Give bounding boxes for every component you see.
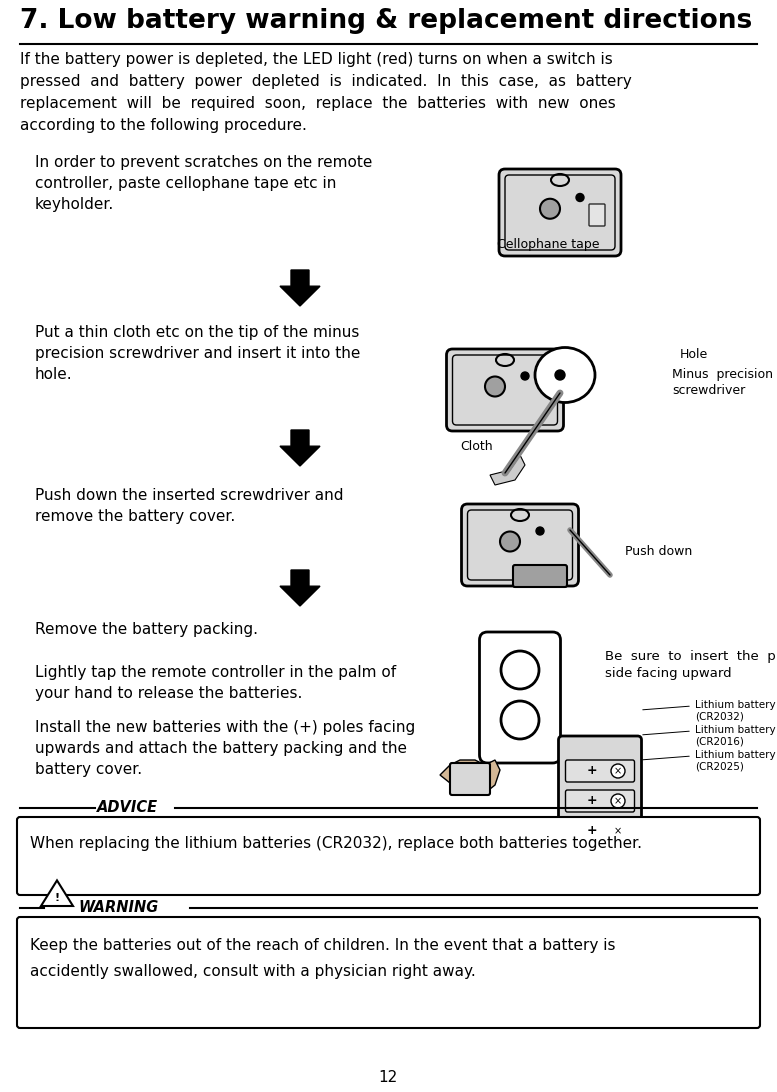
Text: according to the following procedure.: according to the following procedure. <box>20 118 307 133</box>
Polygon shape <box>41 880 73 906</box>
Text: ×: × <box>614 796 622 806</box>
Text: +: + <box>587 795 598 807</box>
FancyBboxPatch shape <box>17 917 760 1028</box>
Ellipse shape <box>501 701 539 739</box>
Ellipse shape <box>576 193 584 202</box>
Polygon shape <box>280 430 320 466</box>
Ellipse shape <box>611 824 625 838</box>
Text: Cellophane tape: Cellophane tape <box>497 238 599 251</box>
Ellipse shape <box>485 377 505 396</box>
FancyBboxPatch shape <box>513 565 567 587</box>
FancyBboxPatch shape <box>499 169 621 256</box>
Ellipse shape <box>535 347 595 403</box>
Text: 7. Low battery warning & replacement directions: 7. Low battery warning & replacement dir… <box>20 8 752 34</box>
Text: pressed  and  battery  power  depleted  is  indicated.  In  this  case,  as  bat: pressed and battery power depleted is in… <box>20 74 632 90</box>
Polygon shape <box>280 570 320 606</box>
Text: ADVICE: ADVICE <box>97 800 159 816</box>
Text: If the battery power is depleted, the LED light (red) turns on when a switch is: If the battery power is depleted, the LE… <box>20 52 613 67</box>
FancyBboxPatch shape <box>566 820 635 842</box>
FancyBboxPatch shape <box>566 760 635 782</box>
FancyBboxPatch shape <box>559 736 642 854</box>
Text: When replacing the lithium batteries (CR2032), replace both batteries together.: When replacing the lithium batteries (CR… <box>30 836 642 851</box>
Text: Push down: Push down <box>625 545 692 558</box>
Ellipse shape <box>611 794 625 808</box>
Text: replacement  will  be  required  soon,  replace  the  batteries  with  new  ones: replacement will be required soon, repla… <box>20 96 615 111</box>
Text: 12: 12 <box>378 1070 398 1085</box>
FancyBboxPatch shape <box>450 763 490 795</box>
FancyBboxPatch shape <box>589 204 605 226</box>
Text: Install the new batteries with the (+) poles facing
upwards and attach the batte: Install the new batteries with the (+) p… <box>35 720 415 778</box>
Ellipse shape <box>521 372 529 380</box>
Text: Push down the inserted screwdriver and
remove the battery cover.: Push down the inserted screwdriver and r… <box>35 488 343 524</box>
Text: +: + <box>587 824 598 838</box>
Ellipse shape <box>501 651 539 689</box>
FancyBboxPatch shape <box>462 505 579 586</box>
Polygon shape <box>440 760 500 793</box>
Text: ×: × <box>614 826 622 836</box>
Text: Put a thin cloth etc on the tip of the minus
precision screwdriver and insert it: Put a thin cloth etc on the tip of the m… <box>35 325 361 382</box>
Text: !: ! <box>54 893 60 903</box>
Text: +: + <box>587 764 598 778</box>
FancyBboxPatch shape <box>447 349 563 431</box>
Polygon shape <box>280 270 320 306</box>
Text: Lithium battery
(CR2032): Lithium battery (CR2032) <box>695 700 775 722</box>
Text: Hole: Hole <box>680 348 709 361</box>
Text: Cloth: Cloth <box>460 440 493 453</box>
Ellipse shape <box>540 199 560 218</box>
Ellipse shape <box>555 370 565 380</box>
FancyBboxPatch shape <box>479 632 560 763</box>
Text: Keep the batteries out of the reach of children. In the event that a battery is: Keep the batteries out of the reach of c… <box>30 938 615 953</box>
FancyBboxPatch shape <box>17 817 760 895</box>
Text: Lithium battery
(CR2016): Lithium battery (CR2016) <box>695 725 775 747</box>
Ellipse shape <box>536 527 544 535</box>
Text: In order to prevent scratches on the remote
controller, paste cellophane tape et: In order to prevent scratches on the rem… <box>35 155 372 212</box>
Polygon shape <box>490 455 525 485</box>
Text: Lightly tap the remote controller in the palm of
your hand to release the batter: Lightly tap the remote controller in the… <box>35 665 396 701</box>
Text: accidently swallowed, consult with a physician right away.: accidently swallowed, consult with a phy… <box>30 964 476 980</box>
Text: ×: × <box>614 765 622 776</box>
Ellipse shape <box>500 532 520 551</box>
Ellipse shape <box>611 764 625 778</box>
Text: Minus  precision
screwdriver: Minus precision screwdriver <box>672 368 773 397</box>
Text: Be  sure  to  insert  the  plus  (+)
side facing upward: Be sure to insert the plus (+) side faci… <box>605 650 777 680</box>
Text: Remove the battery packing.: Remove the battery packing. <box>35 622 258 637</box>
Text: WARNING: WARNING <box>78 901 159 915</box>
FancyBboxPatch shape <box>566 790 635 812</box>
Text: Lithium battery
(CR2025): Lithium battery (CR2025) <box>695 750 775 772</box>
